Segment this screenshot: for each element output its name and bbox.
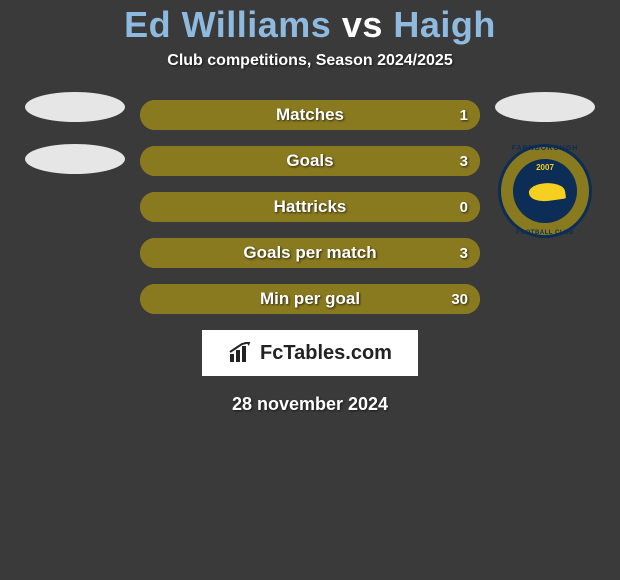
right-team-emblems: FARNBOROUGH 2007 FOOTBALL CLUB	[490, 92, 600, 238]
farnborough-crest-icon: FARNBOROUGH 2007 FOOTBALL CLUB	[498, 144, 592, 238]
team-placeholder-icon	[495, 92, 595, 122]
team-placeholder-icon	[25, 92, 125, 122]
crest-year: 2007	[501, 163, 589, 172]
bar-value-right: 0	[460, 192, 468, 222]
crest-top-text: FARNBOROUGH	[501, 145, 589, 152]
crest-bottom-text: FOOTBALL CLUB	[501, 230, 589, 236]
title-player1: Ed Williams	[124, 4, 331, 45]
bar-label: Min per goal	[140, 284, 480, 314]
footer-brand-box: FcTables.com	[202, 330, 418, 376]
bar-value-right: 3	[460, 146, 468, 176]
title-player2: Haigh	[393, 4, 496, 45]
subtitle: Club competitions, Season 2024/2025	[0, 52, 620, 70]
bar-label: Goals per match	[140, 238, 480, 268]
fctables-logo: FcTables.com	[228, 342, 392, 365]
stat-bar-row: Min per goal30	[140, 284, 480, 314]
stat-bar-row: Matches1	[140, 100, 480, 130]
date-text: 28 november 2024	[0, 394, 620, 415]
bar-label: Hattricks	[140, 192, 480, 222]
title-vs: vs	[342, 4, 383, 45]
brand-text: FcTables.com	[260, 342, 392, 365]
stat-bar-row: Hattricks0	[140, 192, 480, 222]
bar-value-right: 30	[451, 284, 468, 314]
page: Ed Williams vs Haigh Club competitions, …	[0, 4, 620, 580]
bar-label: Goals	[140, 146, 480, 176]
stat-bars: Matches1Goals3Hattricks0Goals per match3…	[140, 100, 480, 314]
left-team-emblems	[20, 92, 130, 196]
bar-value-right: 1	[460, 100, 468, 130]
bar-chart-icon	[228, 342, 254, 364]
stat-bar-row: Goals3	[140, 146, 480, 176]
page-title: Ed Williams vs Haigh	[0, 4, 620, 46]
bar-label: Matches	[140, 100, 480, 130]
bar-value-right: 3	[460, 238, 468, 268]
stat-bar-row: Goals per match3	[140, 238, 480, 268]
team-placeholder-icon	[25, 144, 125, 174]
comparison-area: FARNBOROUGH 2007 FOOTBALL CLUB Matches1 G…	[20, 100, 600, 314]
